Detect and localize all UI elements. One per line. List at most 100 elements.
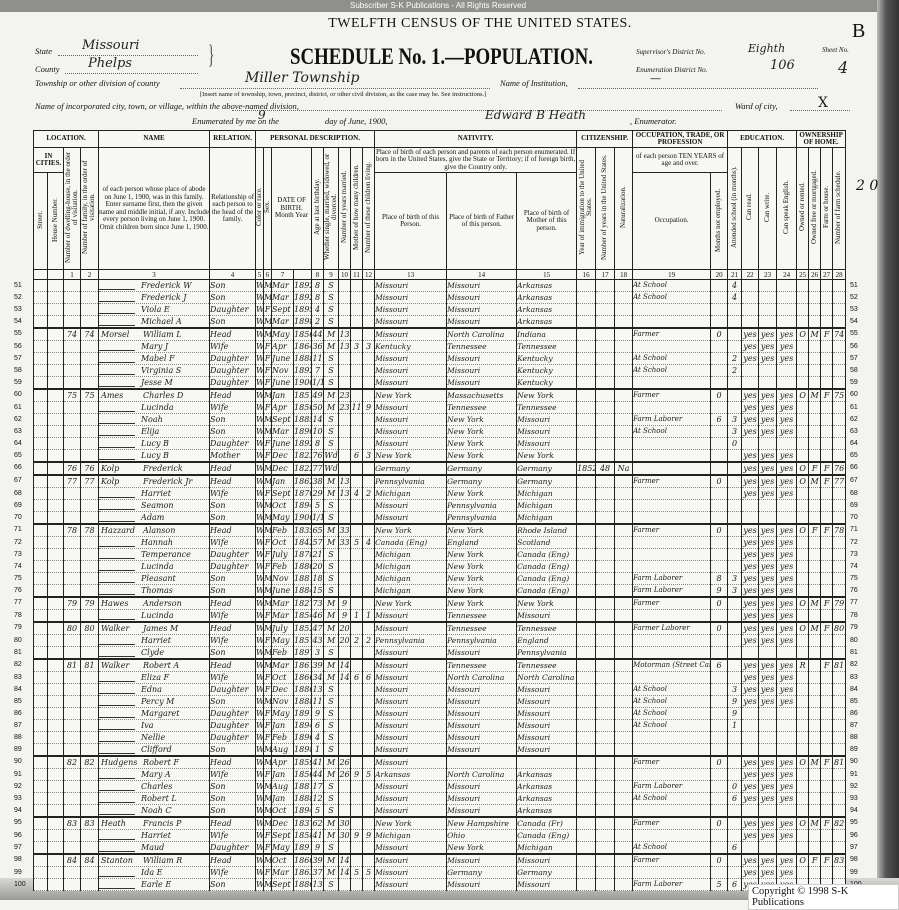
marital-status-cell: S <box>323 707 340 720</box>
color-cell: W <box>255 376 265 390</box>
house-cell <box>47 340 64 353</box>
birthplace-cell: Missouri <box>374 646 448 660</box>
line-number: 52 <box>850 293 858 301</box>
family-number-cell <box>79 511 100 525</box>
occupation-cell <box>632 671 712 684</box>
years-married-cell: 23 <box>338 388 352 402</box>
column-number-row: 1 2 3 4 5 6 7 8 9 10 11 12 13 14 15 16 17 18 19 20 21 22 23 24 2… <box>33 269 847 280</box>
table-row: 7676KolpFrederickHeadWMDec182277WdGerman… <box>33 461 847 476</box>
birthplace-cell: Canada (Eng) <box>374 536 448 549</box>
farm-house-cell <box>820 425 834 438</box>
years-in-us-cell <box>595 499 616 512</box>
father-birthplace-cell: New York <box>446 449 518 463</box>
name-cell: Elija <box>98 425 211 438</box>
given-name: Frederick Jr <box>143 477 193 486</box>
can-read-cell: yes <box>741 523 760 537</box>
school-months-cell <box>727 866 743 879</box>
farm-schedule-number-cell: 77 <box>832 474 847 488</box>
sex-cell: M <box>263 572 273 585</box>
name-cell: Clifford <box>98 743 211 757</box>
farm-house-cell <box>820 671 834 684</box>
line-number: 93 <box>850 794 858 802</box>
relation-cell: Wife <box>209 634 257 647</box>
children-living-cell <box>362 461 376 476</box>
can-read-cell <box>741 707 760 720</box>
occupation-cell <box>632 731 712 744</box>
sex-cell: F <box>263 671 273 684</box>
dwelling-number-cell <box>63 291 81 304</box>
mother-birthplace-cell: Missouri <box>516 609 578 623</box>
given-name: Lucy B <box>141 439 169 448</box>
line-number: 75 <box>850 574 858 582</box>
free-mortgaged-cell <box>808 572 822 585</box>
years-married-cell: 9 <box>338 609 352 623</box>
surname: Walker <box>101 624 130 633</box>
children-living-cell <box>362 780 376 793</box>
owned-rented-cell <box>796 866 810 879</box>
can-write-cell: yes <box>758 449 778 463</box>
line-number: 61 <box>850 403 858 411</box>
name-cell: Morsel William L <box>98 327 211 341</box>
occupation-cell: Motorman (Street Car) <box>632 658 712 672</box>
years-married-cell <box>338 743 352 757</box>
sex-cell: M <box>263 658 273 672</box>
family-number-cell <box>79 536 100 549</box>
relation-cell: Wife <box>209 609 257 623</box>
mother-birthplace-cell: New York <box>516 449 578 463</box>
father-birthplace-cell: North Carolina <box>446 671 518 684</box>
free-mortgaged-cell <box>808 731 822 744</box>
line-number: 98 <box>14 856 22 863</box>
name-cell: Michael A <box>98 315 211 329</box>
given-name: Seamon <box>141 501 174 510</box>
father-birthplace-cell: Missouri <box>446 646 518 660</box>
street-cell <box>33 511 48 525</box>
speaks-english-cell: yes <box>776 768 798 781</box>
marital-status-cell: S <box>323 646 340 660</box>
speaks-english-cell: yes <box>776 572 798 585</box>
birth-year-cell: 1878 <box>293 548 313 561</box>
occupation-cell <box>632 487 712 500</box>
free-mortgaged-cell <box>808 829 822 842</box>
speaks-english-cell <box>776 315 798 329</box>
given-name: William R <box>143 856 183 865</box>
owned-rented-cell <box>796 315 810 329</box>
birthplace-cell: New York <box>374 449 448 463</box>
years-married-cell <box>338 352 352 365</box>
age-cell: 11 <box>311 352 325 365</box>
marital-status-cell: M <box>323 829 340 842</box>
line-number: 95 <box>850 819 858 826</box>
mother-of-cell <box>350 816 364 830</box>
surname <box>99 429 136 436</box>
school-months-cell <box>727 548 743 561</box>
children-living-cell: 3 <box>362 449 376 463</box>
street-cell <box>33 364 48 377</box>
mother-birthplace-cell: Tennessee <box>516 621 578 635</box>
years-in-us-cell <box>595 449 616 463</box>
line-number: 87 <box>14 721 22 729</box>
months-unemployed-cell: 0 <box>710 853 729 867</box>
mother-of-cell <box>350 755 364 769</box>
marital-status-cell: S <box>323 841 340 855</box>
can-write-cell: yes <box>758 658 778 672</box>
owned-rented-cell: O <box>796 621 810 635</box>
years-married-cell: 23 <box>338 401 352 414</box>
years-in-us-cell <box>595 853 616 867</box>
birth-month-cell: Oct <box>271 536 295 549</box>
birth-month-cell: Oct <box>271 853 295 867</box>
marital-status-cell: M <box>323 327 340 341</box>
group-location: LOCATION. <box>32 130 100 148</box>
birth-month-cell: Feb <box>271 560 295 573</box>
name-cell: Thomas <box>98 584 211 598</box>
house-cell <box>47 755 64 769</box>
months-unemployed-cell <box>710 804 729 818</box>
owned-rented-cell: O <box>796 816 810 830</box>
naturalization-cell <box>614 584 634 598</box>
immigration-year-cell <box>576 596 597 610</box>
years-in-us-cell <box>595 560 616 573</box>
street-cell <box>33 816 48 830</box>
occupation-cell <box>632 646 712 660</box>
relation-cell: Son <box>209 425 257 438</box>
free-mortgaged-cell: M <box>808 327 822 341</box>
naturalization-cell <box>614 596 634 610</box>
mother-of-cell <box>350 658 364 672</box>
